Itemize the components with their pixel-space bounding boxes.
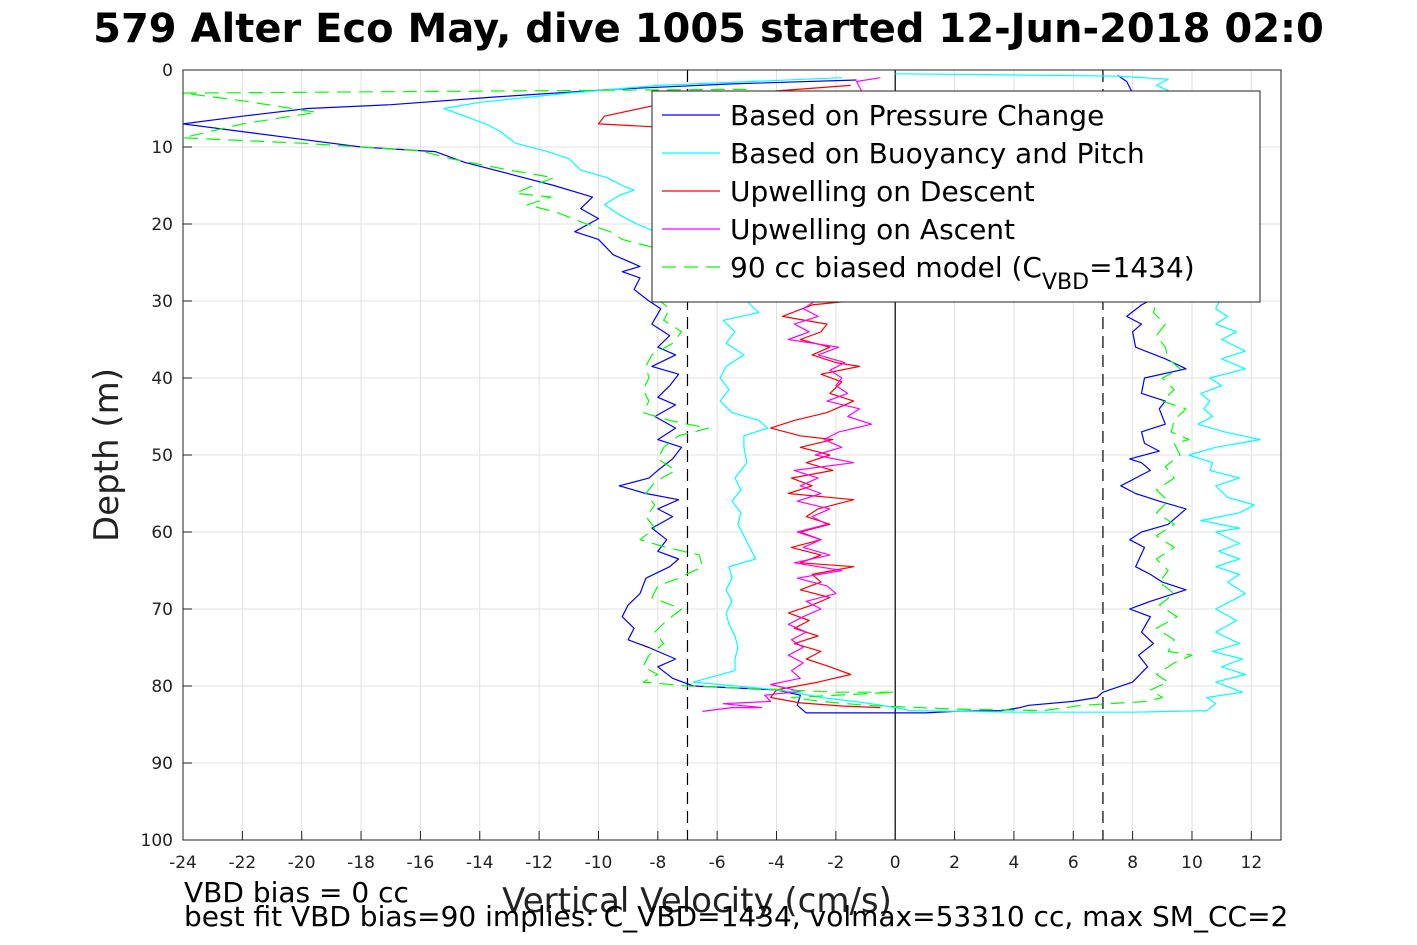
x-tick-label: -18 [347, 853, 375, 873]
y-tick-label: 20 [151, 215, 173, 235]
x-tick-label: -24 [169, 853, 197, 873]
y-tick-label: 70 [151, 600, 173, 620]
x-tick-label: -8 [649, 853, 666, 873]
legend-box [651, 90, 1261, 303]
y-tick-label: 40 [151, 369, 173, 389]
x-tick-label: -4 [768, 853, 785, 873]
x-tick-label: -12 [525, 853, 553, 873]
x-tick-label: -6 [709, 853, 726, 873]
y-tick-label: 0 [162, 61, 173, 81]
y-tick-label: 30 [151, 292, 173, 312]
x-tick-label: -10 [585, 853, 613, 873]
x-axis-label: Vertical Velocity (cm/s) [502, 881, 892, 921]
y-tick-label: 90 [151, 754, 173, 774]
best-fit-note: best fit VBD bias=90 implies: C_VBD=1434… [184, 900, 1289, 933]
x-tick-label: -2 [827, 853, 844, 873]
y-tick-label: 80 [151, 677, 173, 697]
y-tick-label: 10 [151, 138, 173, 158]
x-tick-label: -20 [288, 853, 316, 873]
x-tick-label: 4 [1009, 853, 1020, 873]
legend-entry-4: Upwelling on Ascent [730, 213, 1015, 246]
series-line-1 [183, 74, 1187, 714]
y-tick-labels: 0 10 20 30 40 50 60 70 80 90 100 [141, 61, 192, 851]
y-tick-label: 100 [141, 831, 173, 851]
chart-title: 579 Alter Eco May, dive 1005 started 12-… [93, 6, 1324, 52]
bias-note: VBD bias = 0 cc [184, 876, 409, 909]
legend-entry-3: Upwelling on Descent [730, 175, 1035, 208]
legend-entry-1: Based on Pressure Change [730, 99, 1104, 132]
legend-entry-5: 90 cc biased model (CVBD=1434) [730, 251, 1195, 295]
y-tick-label: 50 [151, 446, 173, 466]
x-tick-label: -14 [466, 853, 494, 873]
y-axis-label: Depth (m) [87, 368, 127, 542]
x-tick-label: 6 [1068, 853, 1079, 873]
legend-entry-2: Based on Buoyancy and Pitch [730, 137, 1145, 170]
x-tick-label: 2 [949, 853, 960, 873]
x-tick-label: -16 [407, 853, 435, 873]
y-tick-label: 60 [151, 523, 173, 543]
x-tick-label: 10 [1181, 853, 1203, 873]
legend: Based on Pressure Change Based on Buoyanc… [651, 90, 1261, 303]
x-tick-label: 8 [1127, 853, 1138, 873]
x-tick-label: 12 [1241, 853, 1263, 873]
x-tick-label: 0 [890, 853, 901, 873]
x-tick-label: -22 [228, 853, 256, 873]
x-tick-labels: -24 -22 -20 -18 -16 -14 -12 -10 -8 -6 -4 -2 0 2 4 6 8 10 1… [169, 831, 1262, 873]
